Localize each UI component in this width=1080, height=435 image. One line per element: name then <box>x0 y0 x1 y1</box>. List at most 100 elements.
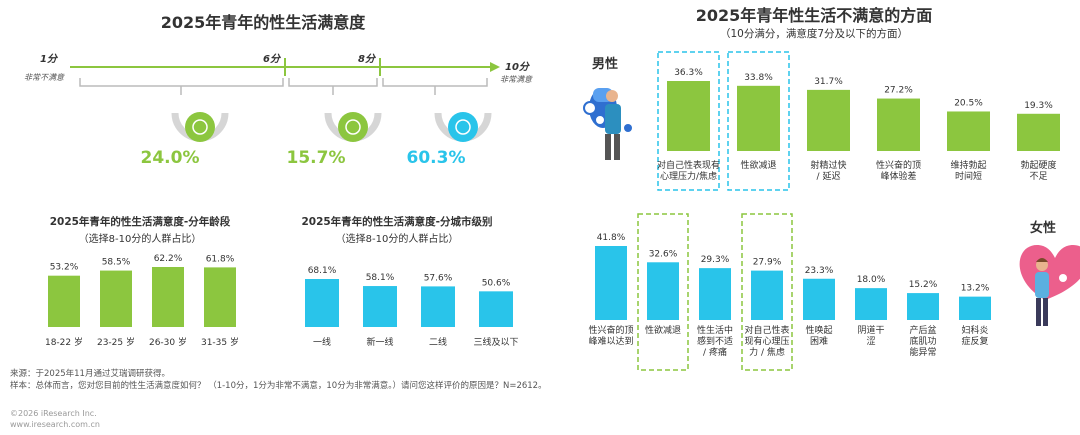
value-label: 50.6% <box>482 278 511 288</box>
category-label: 妇科炎 <box>961 324 988 336</box>
footer-website: www.iresearch.com.cn <box>10 420 100 429</box>
category-label: 产后盆 <box>909 324 936 336</box>
value-label: 29.3% <box>701 255 730 265</box>
category-label: 能异常 <box>909 346 936 358</box>
value-label: 31.7% <box>814 77 843 87</box>
scale-end-label: 10分 <box>505 61 531 73</box>
city-chart-title: 2025年青年的性生活满意度-分城市级别 <box>301 215 492 228</box>
bar <box>959 296 991 320</box>
category-label: 新一线 <box>366 336 393 348</box>
bracket-1-6 <box>79 78 284 95</box>
value-label: 23.3% <box>805 266 834 276</box>
segment-3-icon <box>434 112 492 142</box>
category-label: 阴道干 <box>857 324 884 336</box>
bar <box>699 268 731 320</box>
category-label: 力 / 焦虑 <box>749 346 785 358</box>
segment-1-value: 24.0% <box>141 148 200 168</box>
scale-mid2-label: 8分 <box>358 53 377 65</box>
right-subtitle: （10分满分，满意度7分及以下的方面） <box>720 27 908 40</box>
value-label: 32.6% <box>649 249 678 259</box>
bar <box>363 286 397 327</box>
category-label: 26-30 岁 <box>149 336 187 348</box>
bar <box>421 286 455 327</box>
scale-start-sub: 非常不满意 <box>24 73 65 82</box>
bar <box>595 246 627 320</box>
category-label: 性兴奋的顶 <box>588 324 633 336</box>
category-label: 峰体验差 <box>880 170 916 182</box>
value-label: 62.2% <box>154 254 183 264</box>
value-label: 27.2% <box>884 86 913 96</box>
category-label: 性唤起 <box>805 324 832 336</box>
bar <box>305 279 339 327</box>
category-label: 31-35 岁 <box>201 336 239 348</box>
bar <box>667 81 710 151</box>
value-label: 27.9% <box>753 258 782 268</box>
value-label: 61.8% <box>206 254 235 264</box>
footer-source: 来源：于2025年11月通过艾瑞调研获得。 <box>10 368 170 379</box>
bar <box>48 275 80 327</box>
segment-2-value: 15.7% <box>287 148 346 168</box>
category-label: 心理压力/焦虑 <box>660 170 717 182</box>
category-label: 二线 <box>429 336 447 348</box>
category-label: 性欲减退 <box>645 324 681 336</box>
value-label: 15.2% <box>909 280 938 290</box>
category-label: 勃起硬度 <box>1020 159 1056 171</box>
value-label: 20.5% <box>954 98 983 108</box>
category-label: / 疼痛 <box>703 346 727 358</box>
male-label: 男性 <box>592 56 618 72</box>
category-label: 性生活中 <box>697 324 733 336</box>
scale-end-sub: 非常满意 <box>500 75 533 84</box>
bar <box>751 270 783 320</box>
city-chart-subtitle: （选择8-10分的人群占比） <box>336 232 459 245</box>
scale-start-label: 1分 <box>40 53 59 65</box>
highlight-box <box>741 213 793 371</box>
category-label: 不足 <box>1029 171 1047 182</box>
female-heart-illustration <box>1019 245 1080 326</box>
female-label: 女性 <box>1030 220 1056 236</box>
value-label: 68.1% <box>308 266 337 276</box>
category-label: 峰难以达到 <box>588 335 633 347</box>
category-label: 症反复 <box>961 335 988 347</box>
category-label: 时间短 <box>955 170 982 182</box>
age-chart-subtitle: （选择8-10分的人群占比） <box>79 232 202 245</box>
category-label: 一线 <box>313 336 331 348</box>
age-bar-chart: 53.2% 18-22 岁 58.5% 23-25 岁 62.2% 26-30 岁 61.8… <box>45 254 239 348</box>
value-label: 33.8% <box>744 73 773 83</box>
category-label: 性兴奋的顶 <box>876 159 921 171</box>
bar <box>803 278 835 320</box>
category-label: 维持勃起 <box>950 159 986 171</box>
category-label: 18-22 岁 <box>45 336 83 348</box>
segment-1-icon <box>171 112 229 142</box>
category-label: 感到不适 <box>697 335 733 347</box>
category-label: 射精过快 <box>810 159 846 171</box>
value-label: 58.1% <box>366 273 395 283</box>
bracket-6-8 <box>288 78 378 95</box>
bracket-8-10 <box>382 78 488 95</box>
bar <box>855 288 887 320</box>
male-thumbs-up-illustration <box>583 88 632 160</box>
highlight-box <box>657 51 720 191</box>
value-label: 13.2% <box>961 284 990 294</box>
scale-arrowhead <box>490 62 500 72</box>
segment-3-value: 60.3% <box>407 148 466 168</box>
category-label: 现有心理压 <box>744 335 789 347</box>
category-label: 三线及以下 <box>473 336 518 348</box>
bar <box>947 111 990 151</box>
value-label: 18.0% <box>857 275 886 285</box>
category-label: 性欲减退 <box>740 159 776 171</box>
age-chart-title: 2025年青年的性生活满意度-分年龄段 <box>50 215 231 228</box>
value-label: 57.6% <box>424 273 453 283</box>
bar <box>152 267 184 327</box>
category-label: / 延迟 <box>817 170 841 182</box>
category-label: 对自己性表 <box>744 324 789 336</box>
segment-2-icon <box>324 112 382 142</box>
footer-sample: 样本：总体而言，您对您目前的性生活满意度如何？ （1-10分，1分为非常不满意，… <box>10 380 547 391</box>
bar <box>1017 113 1060 151</box>
bar <box>807 89 850 151</box>
left-title: 2025年青年的性生活满意度 <box>161 13 367 32</box>
value-label: 53.2% <box>50 263 79 273</box>
footer-copyright: ©2026 iResearch Inc. <box>10 409 97 418</box>
